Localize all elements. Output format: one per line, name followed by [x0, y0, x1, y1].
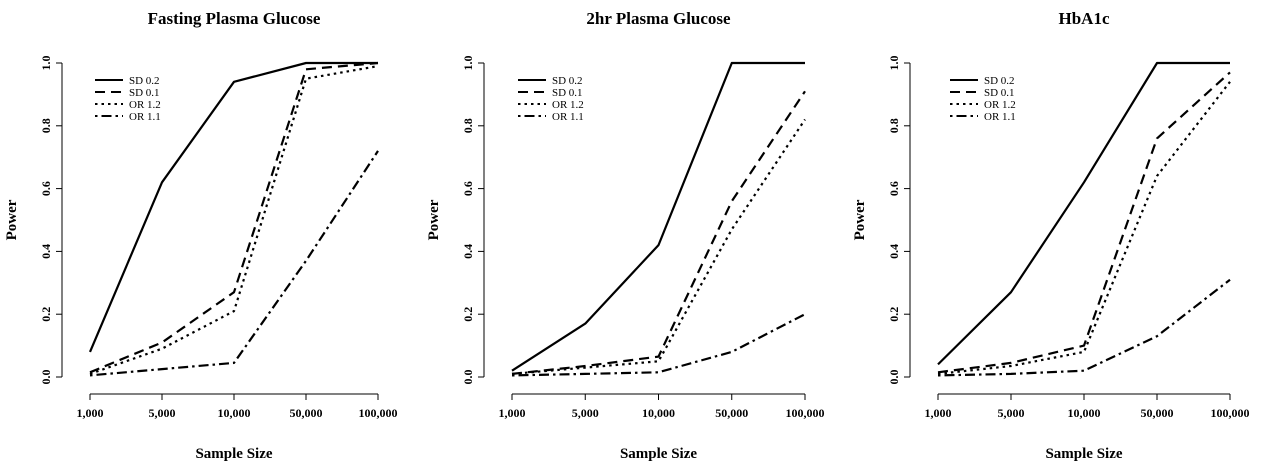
series-line-or-1-2	[937, 81, 1231, 375]
x-tick-label: 5,000	[998, 406, 1025, 420]
series-line-sd-0-2	[511, 61, 805, 372]
y-tick-label: 0.4	[39, 244, 53, 259]
x-tick-label: 50,000	[715, 406, 748, 420]
legend-label: SD 0.2	[129, 75, 160, 87]
legend-label: SD 0.1	[552, 87, 583, 99]
series-line-sd-0-1	[511, 90, 806, 375]
legend-label: OR 1.1	[129, 111, 161, 123]
y-tick-label: 0.0	[887, 370, 901, 385]
y-tick-label: 0.6	[39, 181, 53, 196]
y-tick-label: 1.0	[887, 56, 901, 71]
y-tick-label: 0.2	[39, 307, 53, 322]
x-tick-label: 10,000	[218, 406, 251, 420]
y-tick-label: 0.4	[887, 244, 901, 259]
y-axis-title: Power	[426, 199, 442, 240]
legend-label: OR 1.2	[984, 99, 1016, 111]
chart-title: 2hr Plasma Glucose	[586, 9, 731, 28]
x-tick-label: 5,000	[149, 406, 176, 420]
legend-label: OR 1.2	[129, 99, 161, 111]
series-line-or-1-2	[89, 65, 379, 375]
chart-title: HbA1c	[1059, 9, 1110, 28]
y-tick-label: 1.0	[461, 56, 475, 71]
legend-label: OR 1.1	[552, 111, 584, 123]
legend-label: SD 0.1	[129, 87, 160, 99]
legend-label: SD 0.1	[984, 87, 1015, 99]
y-tick-label: 0.2	[887, 307, 901, 322]
y-tick-label: 0.6	[887, 181, 901, 196]
x-tick-label: 1,000	[925, 406, 952, 420]
legend-label: OR 1.1	[984, 111, 1016, 123]
chart-panel: Fasting Plasma Glucose 1,000 5,000 10,000 50…	[4, 9, 398, 462]
y-tick-label: 1.0	[39, 56, 53, 71]
x-tick-label: 1,000	[77, 406, 104, 420]
y-tick-label: 0.4	[461, 244, 475, 259]
series-line-sd-0-1	[89, 61, 379, 374]
x-tick-label: 5,000	[572, 406, 599, 420]
y-tick-label: 0.0	[39, 370, 53, 385]
series-line-sd-0-2	[88, 61, 378, 353]
y-tick-label: 0.8	[39, 118, 53, 133]
x-tick-label: 10,000	[642, 406, 675, 420]
x-tick-label: 10,000	[1068, 406, 1101, 420]
legend-label: SD 0.2	[984, 75, 1015, 87]
x-tick-label: 100,000	[359, 406, 398, 420]
y-tick-label: 0.8	[887, 118, 901, 133]
x-axis-title: Sample Size	[195, 446, 272, 462]
series-line-sd-0-1	[937, 71, 1231, 374]
x-axis-title: Sample Size	[1045, 446, 1122, 462]
x-tick-label: 100,000	[1211, 406, 1250, 420]
y-axis-title: Power	[852, 199, 868, 240]
series-line-or-1-1	[511, 313, 806, 377]
series-line-or-1-1	[937, 278, 1231, 377]
x-tick-label: 100,000	[786, 406, 825, 420]
chart-panel: HbA1c 1,000 5,000 10,000 50,000 100,000 0.0 0.2…	[852, 9, 1250, 462]
x-tick-label: 1,000	[499, 406, 526, 420]
chart-panel: 2hr Plasma Glucose 1,000 5,000 10,000 50,000…	[426, 9, 825, 462]
y-tick-label: 0.2	[461, 307, 475, 322]
legend-label: OR 1.2	[552, 99, 584, 111]
y-tick-label: 0.8	[461, 118, 475, 133]
series-line-sd-0-2	[937, 61, 1230, 366]
x-axis-title: Sample Size	[620, 446, 697, 462]
legend-label: SD 0.2	[552, 75, 583, 87]
series-line-or-1-1	[89, 150, 379, 377]
y-axis-title: Power	[4, 199, 20, 240]
chart-title: Fasting Plasma Glucose	[148, 9, 321, 28]
x-tick-label: 50,000	[1141, 406, 1174, 420]
x-tick-label: 50,000	[290, 406, 323, 420]
y-tick-label: 0.6	[461, 181, 475, 196]
y-tick-label: 0.0	[461, 370, 475, 385]
